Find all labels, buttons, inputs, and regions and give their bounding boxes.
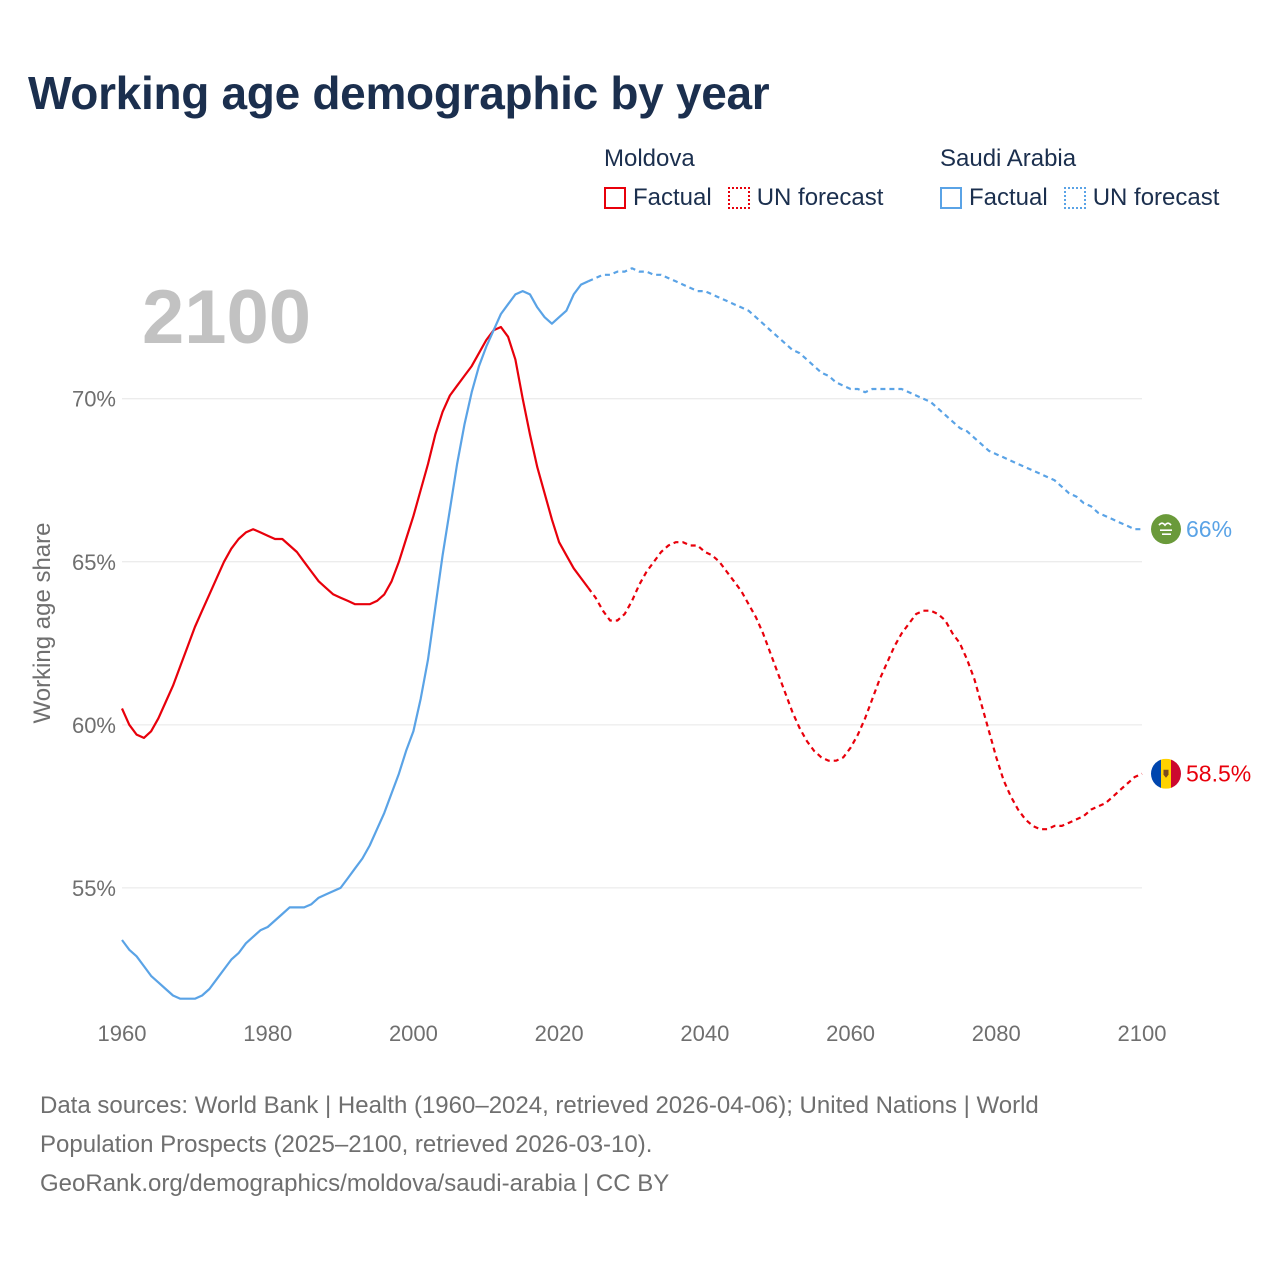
end-labels: 66% 58.5% [1151, 514, 1251, 789]
legend-group-moldova: Moldova Factual UN forecast [604, 142, 883, 212]
legend-swatch-dotted [1063, 187, 1086, 209]
source-url[interactable]: GeoRank.org/demographics/moldova/saudi-a… [40, 1170, 670, 1197]
legend-group-label: Saudi Arabia [940, 145, 1077, 172]
x-tick-label: 2100 [1118, 1021, 1167, 1046]
x-axis-ticks: 1960 1980 2000 2020 2040 2060 2080 2100 [98, 1021, 1167, 1046]
saudi-end-value: 66% [1186, 516, 1232, 542]
legend-label: Factual [633, 184, 712, 211]
x-tick-label: 1980 [243, 1021, 292, 1046]
legend-group-label: Moldova [604, 145, 695, 172]
legend-swatch-solid [604, 187, 626, 209]
series-lines [120, 267, 1143, 1000]
x-tick-label: 1960 [98, 1021, 147, 1046]
moldova-end-value: 58.5% [1186, 761, 1251, 787]
series-moldova-forecast[interactable] [587, 541, 1143, 831]
legend-item-saudi-factual[interactable]: Factual [940, 184, 1048, 212]
y-tick-label: 55% [72, 876, 116, 901]
legend-label: Factual [969, 184, 1048, 211]
series-saudi-arabia-factual[interactable] [121, 280, 589, 1000]
source-line-1: Data sources: World Bank | Health (1960–… [40, 1092, 1039, 1119]
x-tick-label: 2020 [535, 1021, 584, 1046]
y-tick-label: 65% [72, 550, 116, 575]
year-watermark: 2100 [142, 275, 311, 360]
y-tick-label: 70% [72, 387, 116, 412]
legend-item-moldova-factual[interactable]: Factual [604, 184, 712, 212]
gridlines [122, 398, 1142, 889]
series-saudi-arabia-forecast[interactable] [587, 267, 1142, 531]
legend-swatch-dotted [727, 187, 750, 209]
x-tick-label: 2060 [826, 1021, 875, 1046]
legend-label: UN forecast [756, 184, 884, 211]
legend-item-moldova-forecast[interactable]: UN forecast [727, 184, 884, 212]
x-tick-label: 2040 [680, 1021, 729, 1046]
footer: Data sources: World Bank | Health (1960–… [40, 1086, 1220, 1203]
legend-group-saudi-arabia: Saudi Arabia Factual UN forecast [940, 142, 1219, 212]
y-axis-ticks: 55% 60% 65% 70% [72, 387, 116, 901]
legend-swatch-solid [940, 187, 962, 209]
chart-title: Working age demographic by year [28, 67, 770, 119]
legend-item-saudi-forecast[interactable]: UN forecast [1063, 184, 1220, 212]
x-tick-label: 2000 [389, 1021, 438, 1046]
moldova-flag-icon [1151, 758, 1181, 789]
x-tick-label: 2080 [972, 1021, 1021, 1046]
legend-label: UN forecast [1092, 184, 1220, 211]
y-axis-label: Working age share [29, 523, 56, 724]
source-line-2: Population Prospects (2025–2100, retriev… [40, 1131, 653, 1158]
saudi-flag-icon [1151, 514, 1181, 545]
line-chart: 2100 55% 60% 65% 70% 1960 1980 2000 2020 2040 20… [29, 267, 1251, 1046]
series-moldova-factual[interactable] [120, 325, 590, 740]
y-tick-label: 60% [72, 713, 116, 738]
